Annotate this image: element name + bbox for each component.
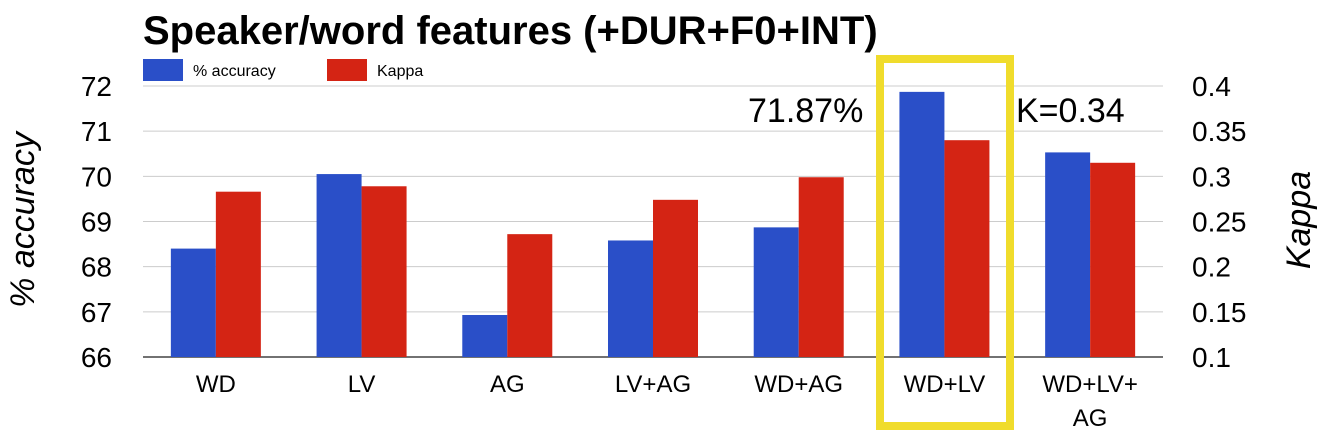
y-tick-right: 0.4 (1192, 71, 1231, 102)
category-label: LV+AG (615, 371, 691, 398)
bar-accuracy (170, 248, 216, 357)
gridlines (143, 85, 1163, 358)
bar-kappa (798, 177, 844, 357)
category-labels: WD LV AG LV+AG WD+AG WD+LV WD+LV+ AG (196, 371, 1138, 432)
legend-label-accuracy: % accuracy (193, 63, 276, 80)
y-tick-right: 0.1 (1192, 342, 1231, 373)
y-tick-left: 67 (81, 297, 112, 328)
bar-kappa (507, 234, 553, 357)
y-tick-right: 0.35 (1192, 116, 1247, 147)
bar-kappa (944, 140, 990, 357)
y-tick-left: 66 (81, 342, 112, 373)
annotation-accuracy: 71.87% (748, 92, 863, 130)
y-axis-title-right: Kappa (1280, 171, 1318, 269)
bar-accuracy (462, 314, 508, 357)
category-label: LV (348, 371, 376, 398)
legend-swatch-accuracy (143, 59, 183, 81)
right-axis-ticks: 0.1 0.15 0.2 0.25 0.3 0.35 0.4 (1192, 71, 1247, 373)
y-tick-left: 69 (81, 207, 112, 238)
bars (170, 91, 1136, 357)
bar-accuracy (1045, 152, 1091, 357)
bar-kappa (1090, 162, 1136, 357)
bar-accuracy (753, 227, 799, 357)
y-tick-right: 0.3 (1192, 161, 1231, 192)
left-axis-ticks: 66 67 68 69 70 71 72 (81, 71, 112, 373)
y-tick-left: 70 (81, 161, 112, 192)
category-label: WD (196, 371, 236, 398)
bar-accuracy (899, 91, 945, 357)
bar-kappa (361, 186, 407, 357)
y-tick-left: 68 (81, 252, 112, 283)
bar-accuracy (608, 240, 653, 357)
chart-title: Speaker/word features (+DUR+F0+INT) (143, 9, 878, 53)
bar-accuracy (316, 174, 362, 357)
y-tick-left: 71 (81, 116, 112, 147)
y-tick-left: 72 (81, 71, 112, 102)
legend-swatch-kappa (327, 59, 367, 81)
y-tick-right: 0.25 (1192, 207, 1247, 238)
category-label: WD+LV (904, 371, 986, 398)
y-tick-right: 0.2 (1192, 252, 1231, 283)
highlight-box (876, 55, 1014, 430)
category-label: WD+AG (754, 371, 843, 398)
bar-kappa (653, 199, 698, 357)
legend-label-kappa: Kappa (377, 63, 423, 80)
category-label: WD+LV+ AG (1042, 371, 1138, 432)
y-axis-title-left: % accuracy (4, 130, 42, 308)
legend: % accuracy Kappa (143, 59, 423, 81)
y-tick-right: 0.15 (1192, 297, 1247, 328)
annotation-kappa: K=0.34 (1016, 92, 1125, 130)
category-label: AG (490, 371, 525, 398)
bar-kappa (215, 191, 261, 357)
